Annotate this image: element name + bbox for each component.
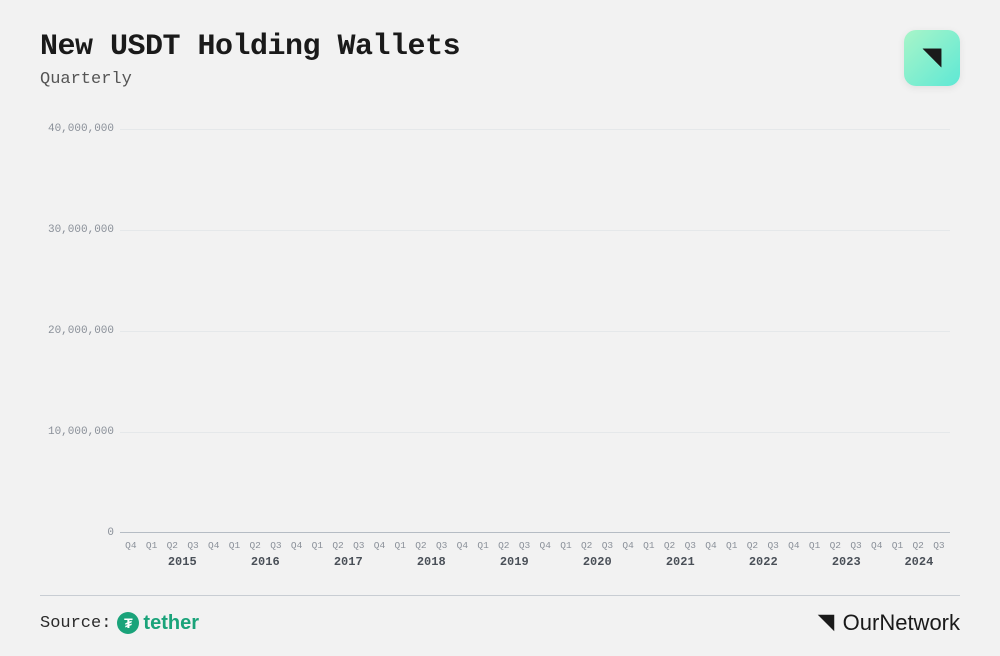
x-quarter-label: Q2: [246, 535, 264, 551]
x-quarter-label: Q3: [930, 535, 948, 551]
x-quarter-label: Q2: [826, 535, 844, 551]
tether-name: tether: [143, 612, 199, 635]
x-year-label: 2021: [666, 555, 695, 569]
x-quarter-label: Q3: [433, 535, 451, 551]
x-quarter-label: Q2: [163, 535, 181, 551]
header: New USDT Holding Wallets Quarterly: [40, 30, 960, 89]
x-quarter-labels: Q4Q1Q2Q3Q4Q1Q2Q3Q4Q1Q2Q3Q4Q1Q2Q3Q4Q1Q2Q3…: [120, 535, 950, 551]
x-quarter-label: Q4: [288, 535, 306, 551]
y-tick-label: 30,000,000: [48, 224, 114, 236]
x-quarter-label: Q2: [661, 535, 679, 551]
brand-arrow-icon: [918, 44, 946, 72]
bars-area: [120, 129, 950, 533]
y-axis: 010,000,00020,000,00030,000,00040,000,00…: [40, 129, 118, 533]
ournetwork-brand: OurNetwork: [815, 610, 960, 636]
x-quarter-label: Q2: [412, 535, 430, 551]
x-quarter-label: Q3: [681, 535, 699, 551]
x-year-label: 2017: [334, 555, 363, 569]
x-quarter-label: Q4: [868, 535, 886, 551]
x-quarter-label: Q1: [308, 535, 326, 551]
x-quarter-label: Q4: [536, 535, 554, 551]
x-quarter-label: Q3: [516, 535, 534, 551]
x-quarter-label: Q3: [599, 535, 617, 551]
x-quarter-label: Q1: [226, 535, 244, 551]
x-quarter-label: Q1: [806, 535, 824, 551]
x-axis: Q4Q1Q2Q3Q4Q1Q2Q3Q4Q1Q2Q3Q4Q1Q2Q3Q4Q1Q2Q3…: [120, 535, 950, 583]
brand-logo-badge: [904, 30, 960, 86]
x-quarter-label: Q4: [702, 535, 720, 551]
grid-line: [120, 331, 950, 332]
x-quarter-label: Q4: [619, 535, 637, 551]
source-attribution: Source: ₮ tether: [40, 612, 199, 635]
y-tick-label: 40,000,000: [48, 123, 114, 135]
x-quarter-label: Q4: [454, 535, 472, 551]
x-quarter-label: Q3: [350, 535, 368, 551]
x-quarter-label: Q4: [205, 535, 223, 551]
x-quarter-label: Q2: [495, 535, 513, 551]
x-year-labels: 2015 2016 2017 2018 2019 2020 2021 2022 2023 2024: [120, 555, 950, 575]
x-quarter-label: Q2: [909, 535, 927, 551]
chart-plot-area: 0 10,000,000 20,000,000 30,000,000 40,000,00…: [40, 119, 960, 583]
x-year-label: 2019: [500, 555, 529, 569]
x-year-label: 2016: [251, 555, 280, 569]
x-quarter-label: Q3: [847, 535, 865, 551]
x-quarter-label: Q4: [785, 535, 803, 551]
x-quarter-label: Q4: [122, 535, 140, 551]
y-tick-label: 10,000,000: [48, 426, 114, 438]
y-tick-label: 0: [107, 527, 114, 539]
x-year-label: 2024: [904, 555, 933, 569]
x-quarter-label: Q1: [143, 535, 161, 551]
x-year-label: 2015: [168, 555, 197, 569]
x-quarter-label: Q3: [184, 535, 202, 551]
x-quarter-label: Q1: [640, 535, 658, 551]
x-year-label: 2023: [832, 555, 861, 569]
x-quarter-label: Q1: [391, 535, 409, 551]
x-quarter-label: Q3: [267, 535, 285, 551]
x-quarter-label: Q2: [744, 535, 762, 551]
chart-title: New USDT Holding Wallets: [40, 30, 904, 64]
source-label: Source:: [40, 614, 111, 633]
chart-subtitle: Quarterly: [40, 70, 904, 89]
chart-container: New USDT Holding Wallets Quarterly 0 10,0…: [0, 0, 1000, 656]
footer: Source: ₮ tether OurNetwork: [40, 595, 960, 636]
x-quarter-label: Q1: [889, 535, 907, 551]
y-tick-label: 20,000,000: [48, 325, 114, 337]
title-block: New USDT Holding Wallets Quarterly: [40, 30, 904, 89]
x-quarter-label: Q1: [723, 535, 741, 551]
x-quarter-label: Q2: [578, 535, 596, 551]
ournetwork-icon: [815, 612, 837, 634]
x-quarter-label: Q3: [764, 535, 782, 551]
x-quarter-label: Q1: [474, 535, 492, 551]
x-quarter-label: Q1: [557, 535, 575, 551]
grid-line: [120, 129, 950, 130]
x-year-label: 2018: [417, 555, 446, 569]
x-year-label: 2022: [749, 555, 778, 569]
x-quarter-label: Q4: [371, 535, 389, 551]
grid-line: [120, 432, 950, 433]
tether-logo: ₮ tether: [117, 612, 199, 635]
x-year-label: 2020: [583, 555, 612, 569]
ournetwork-label: OurNetwork: [843, 610, 960, 636]
x-quarter-label: Q2: [329, 535, 347, 551]
tether-icon: ₮: [117, 612, 139, 634]
grid-line: [120, 230, 950, 231]
